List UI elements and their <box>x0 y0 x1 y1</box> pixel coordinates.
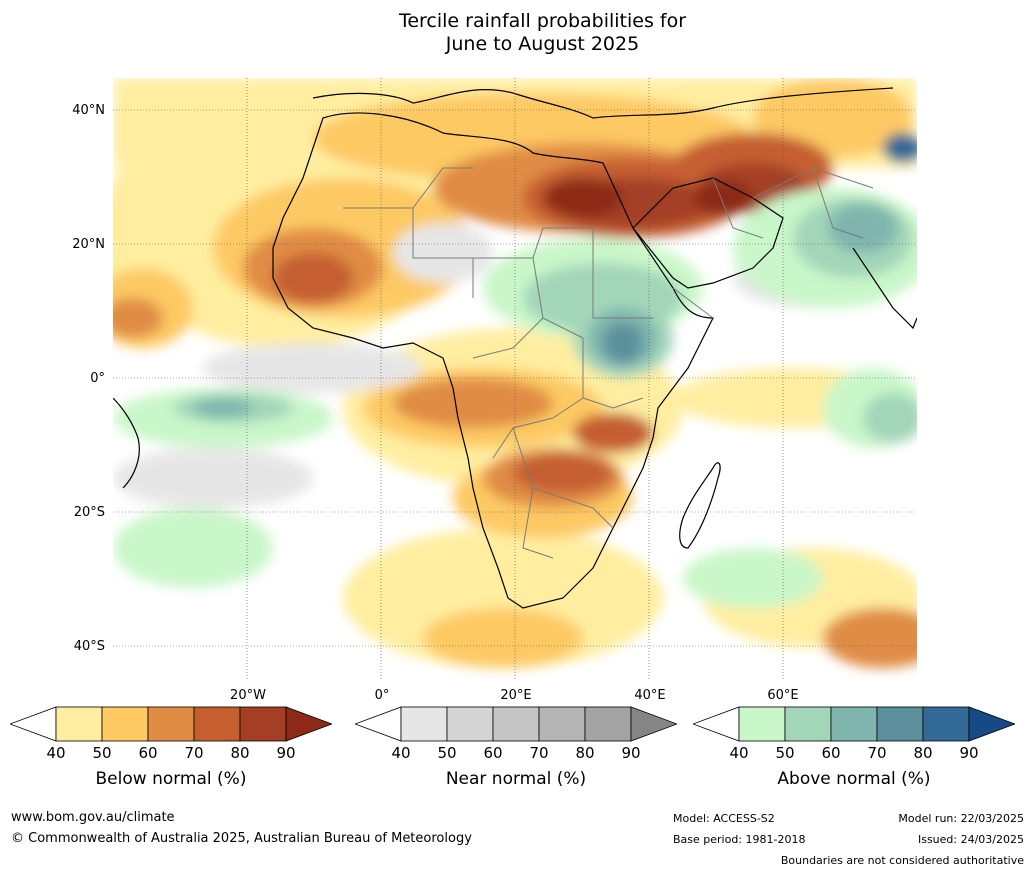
colorbar-high-extend <box>285 706 332 742</box>
colorbar-swatch <box>147 706 195 742</box>
colorbar-tick-label: 70 <box>867 744 887 762</box>
colorbar-swatch <box>55 706 103 742</box>
colorbar-near-normal <box>355 706 677 742</box>
country-borders <box>343 167 874 559</box>
footer-model: Model: ACCESS-S2 <box>673 812 775 825</box>
colorbar-below-label: Below normal (%) <box>95 769 247 789</box>
colorbar-swatch <box>400 706 448 742</box>
colorbar-swatch <box>784 706 832 742</box>
colorbar-above-swatches <box>693 706 1015 742</box>
colorbar-swatch <box>584 706 632 742</box>
colorbar-swatch <box>538 706 586 742</box>
colorbar-tick-label: 40 <box>46 744 66 762</box>
colorbar-swatch <box>492 706 540 742</box>
footer-copyright: © Commonwealth of Australia 2025, Austra… <box>11 831 472 846</box>
colorbar-below-normal <box>10 706 332 742</box>
footer-model-run: Model run: 22/03/2025 <box>898 812 1024 825</box>
lat-label-40s: 40°S <box>73 639 105 654</box>
title-line-2: June to August 2025 <box>445 33 640 55</box>
footer-url: www.bom.gov.au/climate <box>11 810 175 825</box>
lat-label-40n: 40°N <box>72 103 105 118</box>
colorbar-swatch <box>101 706 149 742</box>
colorbar-swatch <box>239 706 287 742</box>
colorbar-tick-label: 80 <box>230 744 250 762</box>
colorbar-high-extend <box>630 706 677 742</box>
colorbar-swatch <box>446 706 494 742</box>
colorbar-tick-label: 90 <box>959 744 979 762</box>
footer-base-period: Base period: 1981-2018 <box>673 833 806 846</box>
colorbar-swatch <box>922 706 970 742</box>
colorbar-low-extend <box>10 706 57 742</box>
colorbar-near-label: Near normal (%) <box>445 769 587 789</box>
colorbar-tick-label: 50 <box>437 744 457 762</box>
colorbar-swatch <box>876 706 924 742</box>
rainfall-map <box>113 78 917 680</box>
map-canvas <box>113 78 917 680</box>
colorbar-low-extend <box>693 706 740 742</box>
colorbar-tick-label: 40 <box>729 744 749 762</box>
colorbar-tick-label: 40 <box>391 744 411 762</box>
footer-boundaries: Boundaries are not considered authoritat… <box>780 854 1024 867</box>
lat-label-20n: 20°N <box>72 237 105 252</box>
gridlines <box>113 78 917 680</box>
map-title: Tercile rainfall probabilities for June … <box>0 10 1035 56</box>
lon-label-0: 0° <box>374 688 390 703</box>
colorbar-low-extend <box>355 706 402 742</box>
colorbar-near-swatches <box>355 706 677 742</box>
lon-label-40e: 40°E <box>634 688 666 703</box>
colorbar-tick-label: 80 <box>575 744 595 762</box>
lat-label-0: 0° <box>90 371 105 386</box>
colorbar-tick-label: 70 <box>184 744 204 762</box>
colorbar-tick-label: 60 <box>821 744 841 762</box>
colorbar-tick-label: 70 <box>529 744 549 762</box>
lat-label-20s: 20°S <box>73 505 105 520</box>
colorbar-high-extend <box>968 706 1015 742</box>
colorbar-tick-label: 80 <box>913 744 933 762</box>
colorbar-below-swatches <box>10 706 332 742</box>
colorbar-tick-label: 60 <box>483 744 503 762</box>
title-line-1: Tercile rainfall probabilities for <box>398 10 687 32</box>
colorbar-swatch <box>193 706 241 742</box>
colorbar-above-label: Above normal (%) <box>777 769 931 789</box>
colorbar-tick-label: 90 <box>621 744 641 762</box>
colorbar-swatch <box>830 706 878 742</box>
colorbar-tick-label: 60 <box>138 744 158 762</box>
colorbar-tick-label: 50 <box>92 744 112 762</box>
lon-label-20w: 20°W <box>230 688 266 703</box>
lon-label-20e: 20°E <box>500 688 532 703</box>
footer-issued: Issued: 24/03/2025 <box>917 833 1024 846</box>
colorbar-tick-label: 90 <box>276 744 296 762</box>
colorbar-above-normal <box>693 706 1015 742</box>
colorbar-tick-label: 50 <box>775 744 795 762</box>
colorbar-swatch <box>738 706 786 742</box>
lon-label-60e: 60°E <box>767 688 799 703</box>
